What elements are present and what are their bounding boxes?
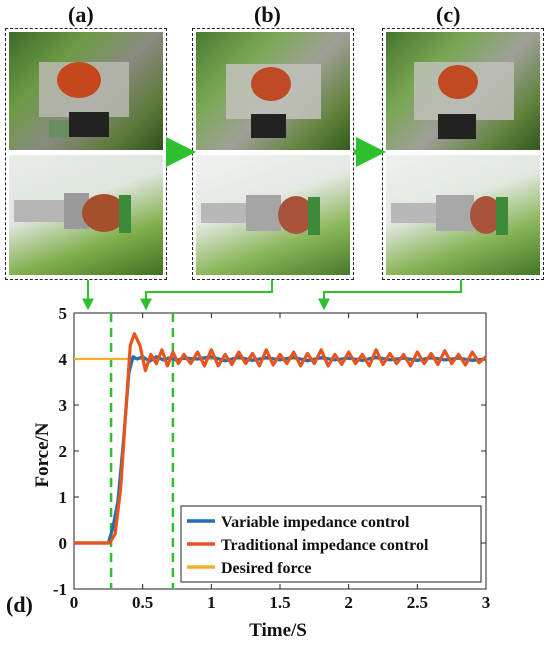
series-line-traditional: [74, 332, 488, 545]
photo-a-top: [9, 32, 163, 150]
robot-gripper-image: [226, 64, 321, 138]
panel-label-d: (d): [6, 592, 33, 617]
legend-label: Variable impedance control: [221, 514, 410, 531]
photo-panel-c: [382, 28, 544, 280]
chart-series: [74, 332, 488, 545]
x-tick-label: 2: [344, 593, 353, 612]
series-line-variable: [74, 355, 487, 545]
panel-label-b: (b): [254, 2, 281, 27]
y-tick-label: 1: [59, 488, 68, 507]
y-tick-label: 4: [59, 350, 68, 369]
photo-c-top: [386, 32, 540, 150]
x-tick-label: 1.5: [269, 593, 290, 612]
photo-c-bottom: [386, 155, 540, 275]
fruit-contact-image: [14, 193, 131, 233]
fruit-contact-image: [391, 195, 508, 235]
photo-b-top: [196, 32, 350, 150]
x-axis-label: Time/S: [249, 620, 307, 641]
y-tick-label: 5: [59, 304, 68, 323]
photo-panel-b: [192, 28, 354, 280]
x-tick-label: 0: [70, 593, 79, 612]
x-tick-label: 1: [207, 593, 216, 612]
y-axis-label: Force/N: [32, 422, 53, 487]
chart-legend: Variable impedance control Traditional im…: [180, 505, 482, 583]
photo-b-bottom: [196, 155, 350, 275]
panel-label-c: (c): [436, 2, 461, 27]
y-tick-label: 0: [59, 534, 68, 553]
legend-label: Desired force: [221, 560, 311, 577]
y-tick-label: -1: [53, 580, 67, 599]
x-tick-label: 2.5: [407, 593, 428, 612]
x-tick-label: 0.5: [132, 593, 153, 612]
robot-gripper-image: [414, 62, 514, 139]
y-tick-label: 2: [59, 442, 68, 461]
x-tick-label: 3: [482, 593, 491, 612]
legend-box: [180, 505, 482, 583]
fruit-contact-image: [201, 195, 320, 235]
y-tick-label: 3: [59, 396, 68, 415]
photo-a-bottom: [9, 155, 163, 275]
panel-label-a: (a): [68, 2, 94, 27]
legend-label: Traditional impedance control: [221, 537, 429, 554]
robot-gripper-image: [39, 62, 129, 138]
